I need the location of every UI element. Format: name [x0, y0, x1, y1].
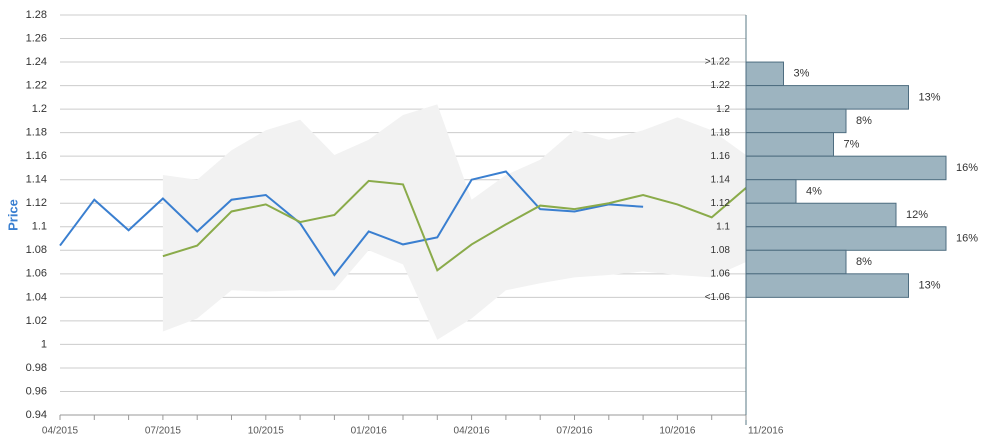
x-tick-label: 10/2016	[659, 426, 696, 437]
bin-label: 1.06	[711, 268, 731, 279]
bin-label: 1.2	[716, 104, 730, 115]
bar-label: 13%	[919, 91, 941, 103]
x-tick-label: 10/2015	[248, 426, 285, 437]
histogram-bar	[745, 85, 909, 110]
bin-label: >1.22	[705, 57, 731, 68]
histogram-bar	[745, 132, 834, 157]
bin-label: 1.1	[716, 221, 730, 232]
x-tick-label: 01/2016	[351, 426, 388, 437]
bar-label: 12%	[906, 209, 928, 221]
histogram-bar	[745, 108, 847, 134]
x-tick-label: 07/2016	[556, 426, 593, 437]
y-tick-label: 1.24	[26, 56, 47, 68]
y-tick-label: 0.94	[26, 409, 47, 421]
bin-label: 1.16	[711, 151, 731, 162]
y-tick-label: 1.12	[26, 197, 47, 209]
bin-label: 1.08	[711, 245, 731, 256]
y-tick-label: 1	[41, 338, 47, 350]
y-tick-label: 1.22	[26, 79, 47, 91]
y-tick-label: 1.26	[26, 32, 47, 44]
histogram-bar	[745, 179, 797, 204]
bar-label: 13%	[919, 279, 941, 291]
bin-label: 1.18	[711, 127, 731, 138]
histogram-bar	[745, 202, 897, 228]
y-tick-label: 0.96	[26, 385, 47, 397]
bar-label: 8%	[856, 256, 872, 268]
bar-label: 16%	[956, 162, 978, 174]
y-tick-label: 1.28	[26, 9, 47, 21]
range-band	[162, 104, 746, 340]
y-axis-title: Price	[5, 199, 20, 231]
y-tick-label: 1.16	[26, 150, 47, 162]
y-tick-label: 1.04	[26, 291, 47, 303]
bar-label: 3%	[794, 68, 810, 80]
histogram-bar	[745, 273, 909, 298]
bar-label: 8%	[856, 115, 872, 127]
y-tick-label: 0.98	[26, 362, 47, 374]
bar-label: 16%	[956, 232, 978, 244]
bar-label: 4%	[806, 185, 822, 197]
x-tick-label: 04/2015	[42, 426, 79, 437]
y-tick-label: 1.1	[32, 221, 47, 233]
y-tick-label: 1.02	[26, 315, 47, 327]
x-tick-label: 07/2015	[145, 426, 182, 437]
histogram-bar	[745, 226, 947, 251]
x-tick-label: 11/2016	[748, 426, 784, 437]
bar-label: 7%	[844, 138, 860, 150]
y-tick-label: 1.06	[26, 268, 47, 280]
y-tick-label: 1.08	[26, 244, 47, 256]
histogram-bar	[745, 61, 784, 87]
bin-label: 1.22	[711, 80, 731, 91]
histogram-bar	[745, 249, 847, 275]
bin-label: 1.12	[711, 198, 731, 209]
price-line	[162, 179, 747, 272]
bin-label: <1.06	[705, 292, 731, 303]
x-tick-label: 04/2016	[454, 426, 491, 437]
bin-label: 1.14	[711, 174, 731, 185]
y-tick-label: 1.18	[26, 127, 47, 139]
price-line	[59, 170, 644, 277]
y-tick-label: 1.14	[26, 174, 47, 186]
y-tick-label: 1.2	[32, 103, 47, 115]
histogram-bar	[745, 155, 947, 181]
